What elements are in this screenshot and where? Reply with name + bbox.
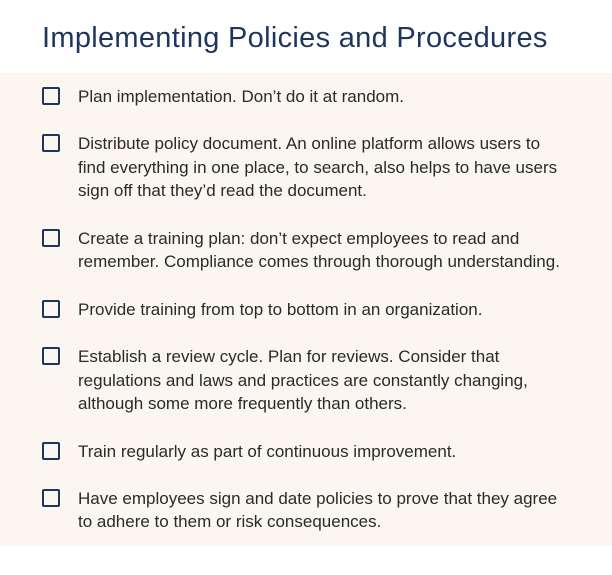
checkbox[interactable] bbox=[42, 229, 60, 247]
page-title: Implementing Policies and Procedures bbox=[0, 22, 612, 73]
list-item: Establish a review cycle. Plan for revie… bbox=[0, 333, 612, 427]
list-item: Distribute policy document. An online pl… bbox=[0, 120, 612, 214]
list-item-label: Create a training plan: don’t expect emp… bbox=[78, 227, 576, 274]
list-item: Have employees sign and date policies to… bbox=[0, 475, 612, 546]
list-item: Provide training from top to bottom in a… bbox=[0, 286, 612, 333]
list-item: Train regularly as part of continuous im… bbox=[0, 428, 612, 475]
list-item-label: Plan implementation. Don’t do it at rand… bbox=[78, 85, 408, 108]
list-item: Plan implementation. Don’t do it at rand… bbox=[0, 73, 612, 120]
checkbox[interactable] bbox=[42, 347, 60, 365]
checklist: Plan implementation. Don’t do it at rand… bbox=[0, 73, 612, 546]
page: Implementing Policies and Procedures Pla… bbox=[0, 0, 612, 564]
checkbox[interactable] bbox=[42, 442, 60, 460]
checkbox[interactable] bbox=[42, 300, 60, 318]
list-item: Create a training plan: don’t expect emp… bbox=[0, 215, 612, 286]
list-item-label: Train regularly as part of continuous im… bbox=[78, 440, 460, 463]
checkbox[interactable] bbox=[42, 87, 60, 105]
list-item-label: Provide training from top to bottom in a… bbox=[78, 298, 486, 321]
checkbox[interactable] bbox=[42, 489, 60, 507]
checkbox[interactable] bbox=[42, 134, 60, 152]
list-item-label: Have employees sign and date policies to… bbox=[78, 487, 576, 534]
list-item-label: Distribute policy document. An online pl… bbox=[78, 132, 576, 202]
list-item-label: Establish a review cycle. Plan for revie… bbox=[78, 345, 576, 415]
